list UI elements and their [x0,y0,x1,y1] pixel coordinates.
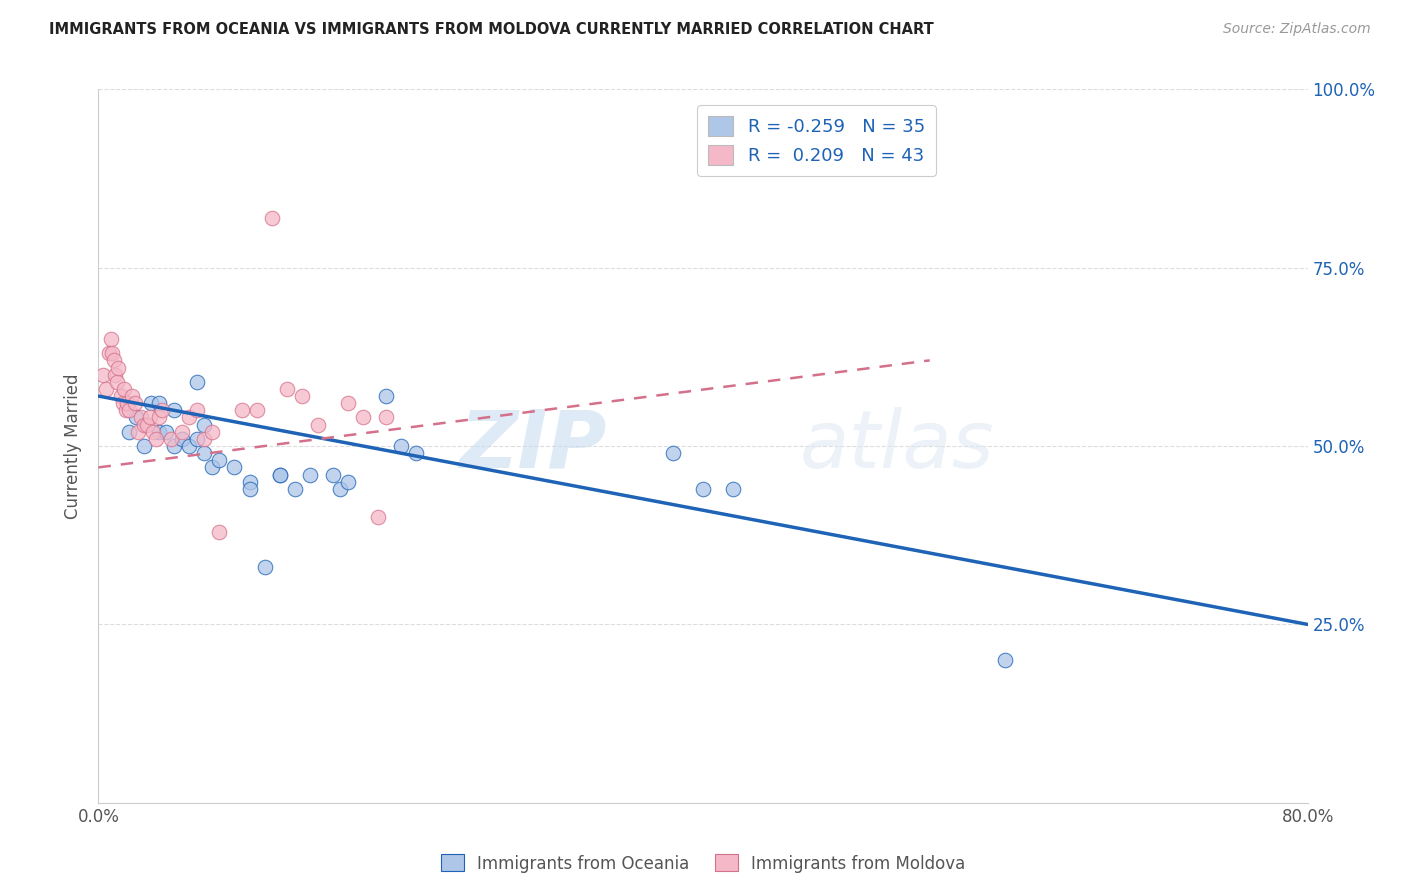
Point [262,211,284,225]
Point [284,482,307,496]
Point [163,403,186,417]
Point [124,396,146,410]
Point [101,346,124,360]
Point [193,432,215,446]
Point [141,396,163,410]
Point [115,396,138,410]
Point [105,375,128,389]
Point [367,510,389,524]
Point [150,403,173,417]
Point [389,439,412,453]
Point [148,410,170,425]
Text: IMMIGRANTS FROM OCEANIA VS IMMIGRANTS FROM MOLDOVA CURRENTLY MARRIED CORRELATION: IMMIGRANTS FROM OCEANIA VS IMMIGRANTS FR… [49,22,934,37]
Point [179,439,201,453]
Point [193,417,215,432]
Point [100,332,122,346]
Point [129,410,152,425]
Point [114,403,136,417]
Point [127,425,149,439]
Point [118,403,141,417]
Point [104,368,127,382]
Point [269,467,291,482]
Point [193,446,215,460]
Point [103,353,125,368]
Point [186,432,208,446]
Point [170,425,193,439]
Point [111,396,134,410]
Point [329,482,352,496]
Point [231,403,253,417]
Point [139,410,162,425]
Point [352,410,374,425]
Point [91,368,114,382]
Point [170,432,193,446]
Point [291,389,314,403]
Y-axis label: Currently Married: Currently Married [65,373,83,519]
Point [405,446,427,460]
Point [239,475,262,489]
Point [723,482,745,496]
Point [994,653,1017,667]
Point [112,382,135,396]
Point [160,432,183,446]
Point [336,475,359,489]
Point [299,467,322,482]
Point [125,410,148,425]
Point [132,417,155,432]
Text: Source: ZipAtlas.com: Source: ZipAtlas.com [1223,22,1371,37]
Point [201,460,224,475]
Point [148,396,170,410]
Point [110,389,132,403]
Point [208,524,231,539]
Point [662,446,685,460]
Point [186,403,208,417]
Point [148,425,170,439]
Point [145,432,167,446]
Point [121,389,143,403]
Point [307,417,329,432]
Point [276,382,298,396]
Point [135,417,157,432]
Point [201,425,224,439]
Text: ZIP: ZIP [458,407,606,485]
Text: atlas: atlas [800,407,994,485]
Point [374,389,396,403]
Legend: R = -0.259   N = 35, R =  0.209   N = 43: R = -0.259 N = 35, R = 0.209 N = 43 [697,105,936,176]
Point [692,482,714,496]
Point [132,439,155,453]
Point [239,482,262,496]
Point [269,467,291,482]
Point [336,396,359,410]
Point [374,410,396,425]
Point [179,410,201,425]
Point [253,560,276,574]
Point [163,439,186,453]
Point [118,425,141,439]
Legend: Immigrants from Oceania, Immigrants from Moldova: Immigrants from Oceania, Immigrants from… [434,847,972,880]
Point [107,360,129,375]
Point [224,460,246,475]
Point [94,382,117,396]
Point [208,453,231,467]
Point [186,375,208,389]
Point [155,425,177,439]
Point [322,467,344,482]
Point [142,425,165,439]
Point [98,346,121,360]
Point [246,403,269,417]
